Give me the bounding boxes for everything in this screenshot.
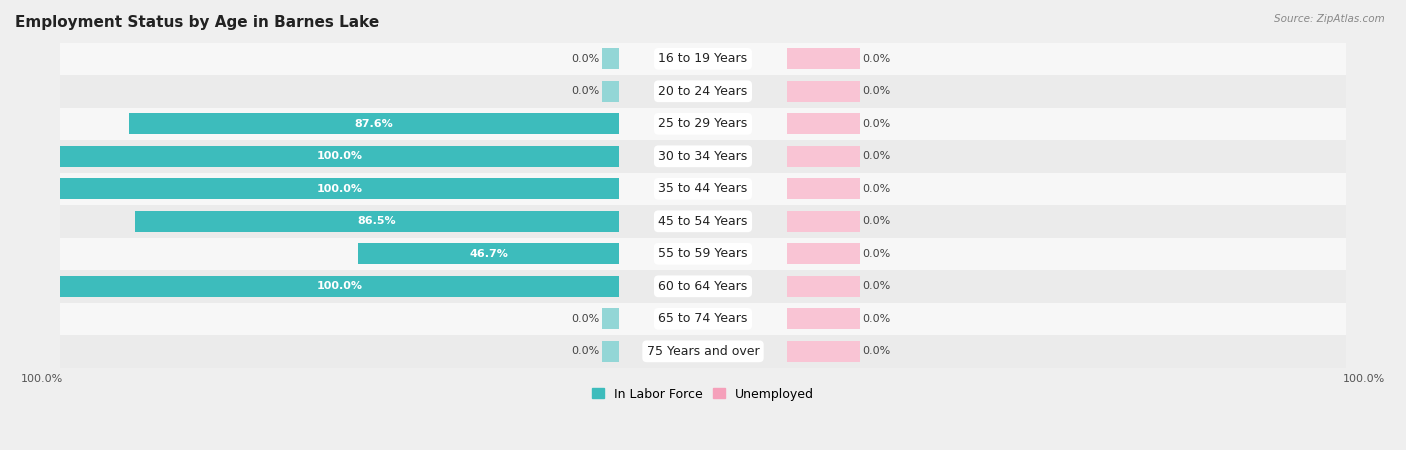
Bar xyxy=(787,113,859,135)
Legend: In Labor Force, Unemployed: In Labor Force, Unemployed xyxy=(586,382,820,405)
Text: 100.0%: 100.0% xyxy=(21,374,63,384)
Text: Employment Status by Age in Barnes Lake: Employment Status by Age in Barnes Lake xyxy=(15,15,380,30)
Bar xyxy=(59,205,1347,238)
Bar xyxy=(59,276,619,297)
Bar xyxy=(59,335,1347,368)
Text: 0.0%: 0.0% xyxy=(862,346,890,356)
Text: 0.0%: 0.0% xyxy=(571,346,599,356)
Text: 20 to 24 Years: 20 to 24 Years xyxy=(658,85,748,98)
Bar xyxy=(787,48,859,69)
Bar xyxy=(129,113,619,135)
Text: 0.0%: 0.0% xyxy=(862,184,890,194)
Text: 0.0%: 0.0% xyxy=(862,216,890,226)
Text: 0.0%: 0.0% xyxy=(862,86,890,96)
Text: 100.0%: 100.0% xyxy=(1343,374,1385,384)
Text: 60 to 64 Years: 60 to 64 Years xyxy=(658,280,748,293)
Bar xyxy=(59,270,1347,302)
Text: 0.0%: 0.0% xyxy=(571,86,599,96)
Text: 87.6%: 87.6% xyxy=(354,119,394,129)
Text: 0.0%: 0.0% xyxy=(862,281,890,291)
Bar xyxy=(359,243,619,264)
Text: 35 to 44 Years: 35 to 44 Years xyxy=(658,182,748,195)
Text: 86.5%: 86.5% xyxy=(359,216,396,226)
Text: 45 to 54 Years: 45 to 54 Years xyxy=(658,215,748,228)
Bar xyxy=(787,276,859,297)
Text: 100.0%: 100.0% xyxy=(316,151,363,161)
Text: 0.0%: 0.0% xyxy=(571,314,599,324)
Text: 0.0%: 0.0% xyxy=(862,151,890,161)
Text: 0.0%: 0.0% xyxy=(862,119,890,129)
Bar xyxy=(59,75,1347,108)
Text: 25 to 29 Years: 25 to 29 Years xyxy=(658,117,748,130)
Bar xyxy=(787,146,859,167)
Bar xyxy=(787,243,859,264)
Text: 30 to 34 Years: 30 to 34 Years xyxy=(658,150,748,163)
Text: 100.0%: 100.0% xyxy=(316,184,363,194)
Bar xyxy=(59,146,619,167)
Bar xyxy=(59,178,619,199)
Text: 55 to 59 Years: 55 to 59 Years xyxy=(658,248,748,260)
Bar xyxy=(787,308,859,329)
Bar xyxy=(59,140,1347,172)
Bar xyxy=(787,211,859,232)
Text: 0.0%: 0.0% xyxy=(862,249,890,259)
Bar xyxy=(602,341,619,362)
Text: 0.0%: 0.0% xyxy=(571,54,599,64)
Bar xyxy=(602,308,619,329)
Text: 100.0%: 100.0% xyxy=(316,281,363,291)
Bar xyxy=(602,48,619,69)
Bar xyxy=(602,81,619,102)
Text: 46.7%: 46.7% xyxy=(470,249,508,259)
Bar xyxy=(59,172,1347,205)
Text: 65 to 74 Years: 65 to 74 Years xyxy=(658,312,748,325)
Bar xyxy=(59,42,1347,75)
Text: 0.0%: 0.0% xyxy=(862,314,890,324)
Bar xyxy=(59,238,1347,270)
Text: 16 to 19 Years: 16 to 19 Years xyxy=(658,52,748,65)
Text: Source: ZipAtlas.com: Source: ZipAtlas.com xyxy=(1274,14,1385,23)
Text: 0.0%: 0.0% xyxy=(862,54,890,64)
Bar xyxy=(135,211,619,232)
Bar xyxy=(787,178,859,199)
Bar xyxy=(59,302,1347,335)
Bar xyxy=(59,108,1347,140)
Text: 75 Years and over: 75 Years and over xyxy=(647,345,759,358)
Bar xyxy=(787,81,859,102)
Bar xyxy=(787,341,859,362)
